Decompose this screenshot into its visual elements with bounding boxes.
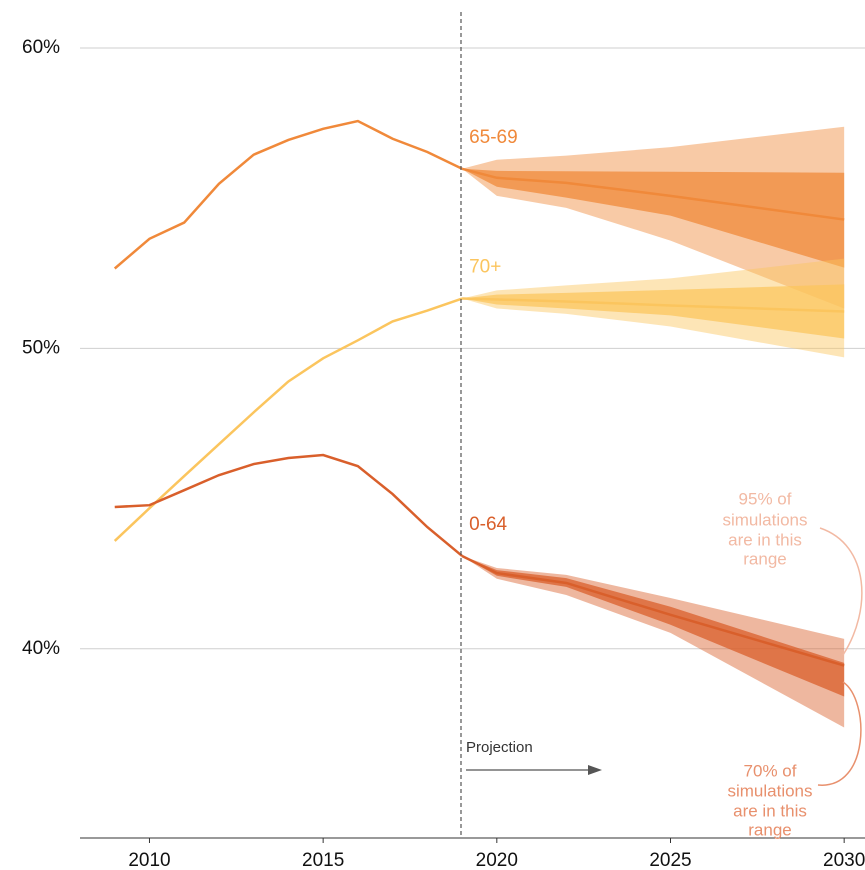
note-line: 95% of	[739, 489, 792, 508]
x-tick-label: 2025	[649, 850, 691, 870]
note-line: are in this	[733, 801, 807, 820]
note-line: range	[748, 820, 791, 839]
band-70-note: 70% of simulations are in this range	[727, 761, 812, 839]
band-95-pointer	[819, 527, 863, 656]
band-70	[462, 168, 845, 268]
series-label: 70+	[469, 257, 501, 278]
note-line: 70% of	[744, 761, 797, 780]
note-line: range	[743, 549, 786, 568]
note-line: simulations	[727, 781, 812, 800]
projection-arrowhead	[588, 765, 602, 775]
series-label: 0-64	[469, 514, 507, 535]
band-95-note: 95% of simulations are in this range	[722, 489, 807, 568]
projection-line	[462, 297, 845, 313]
band-70-pointer	[817, 681, 862, 786]
band-70	[462, 284, 845, 339]
y-tick-label: 40%	[22, 638, 60, 659]
x-tick-label: 2010	[128, 850, 170, 870]
projection-label: Projection	[466, 739, 533, 756]
series-line	[114, 453, 463, 557]
x-tick-label: 2030	[823, 850, 865, 870]
series-line	[113, 297, 463, 542]
projection-line	[461, 167, 845, 221]
series-label: 65-69	[469, 127, 518, 148]
y-tick-label: 50%	[22, 337, 60, 358]
x-tick-label: 2020	[476, 850, 518, 870]
y-tick-label: 60%	[22, 37, 60, 58]
plot: 40% 50% 60% 2010 2015 2020 2025 2030 65-69 70+ 0-6…	[22, 37, 865, 870]
note-line: are in this	[728, 530, 802, 549]
x-tick-label: 2015	[302, 850, 344, 870]
series-line	[113, 119, 463, 270]
band-95	[462, 555, 845, 728]
note-line: simulations	[722, 510, 807, 529]
projection-line	[461, 554, 845, 667]
